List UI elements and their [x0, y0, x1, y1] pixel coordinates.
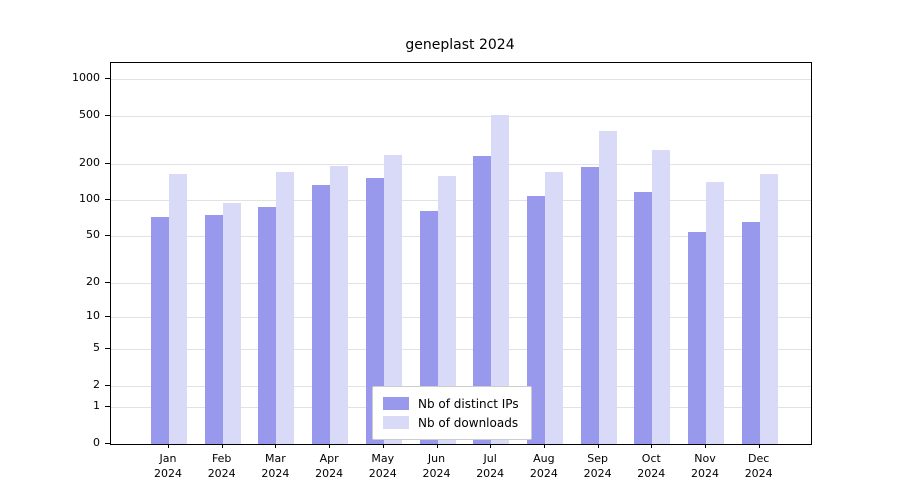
x-tick-label-jul-2024: Jul 2024 — [476, 452, 505, 480]
y-tick-label-0: 0 — [93, 436, 100, 449]
x-tick-mark-jun-2024 — [436, 444, 438, 448]
gridline-100 — [111, 200, 811, 202]
y-tick-label-10: 10 — [86, 309, 100, 323]
x-tick-label-apr-2024: Apr 2024 — [315, 452, 344, 480]
y-tick-label-1: 1 — [93, 399, 100, 413]
bar-nb-of-downloads-may-2024 — [383, 154, 402, 444]
y-tick-mark-1 — [105, 406, 110, 408]
chart-title: geneplast 2024 — [405, 37, 515, 53]
x-tick-mark-may-2024 — [382, 444, 384, 448]
y-tick-mark-5 — [105, 348, 110, 350]
bar-nb-of-downloads-jul-2024 — [491, 115, 510, 444]
y-tick-label-5: 5 — [93, 341, 100, 355]
gridline-1000 — [111, 79, 811, 80]
x-tick-label-nov-2024: Nov 2024 — [691, 452, 719, 480]
gridline-200 — [111, 163, 811, 165]
y-tick-label-1000: 1000 — [72, 71, 100, 84]
x-tick-mark-jan-2024 — [168, 444, 169, 448]
legend-item-distinct-ips: Nb of distinct IPs — [383, 394, 519, 413]
y-tick-label-20: 20 — [86, 275, 100, 289]
legend-item-downloads: Nb of downloads — [383, 413, 519, 432]
legend-swatch-downloads — [383, 416, 409, 429]
x-tick-label-feb-2024: Feb 2024 — [207, 452, 236, 480]
y-tick-label-500: 500 — [79, 107, 100, 121]
bar-nb-of-downloads-dec-2024 — [759, 173, 778, 444]
x-tick-label-jan-2024: Jan 2024 — [154, 452, 182, 480]
x-tick-label-oct-2024: Oct 2024 — [637, 452, 666, 480]
y-tick-mark-100 — [105, 199, 110, 201]
y-tick-mark-500 — [105, 114, 110, 116]
bar-nb-of-distinct-ips-sep-2024 — [580, 166, 599, 444]
y-tick-mark-50 — [105, 235, 110, 237]
x-tick-mark-dec-2024 — [758, 444, 760, 448]
bar-nb-of-downloads-apr-2024 — [330, 166, 349, 444]
y-tick-mark-10 — [105, 316, 110, 318]
bar-nb-of-distinct-ips-jan-2024 — [151, 217, 169, 444]
y-tick-mark-1000 — [105, 78, 110, 79]
bar-nb-of-downloads-jan-2024 — [169, 173, 187, 444]
plot-area — [110, 62, 812, 445]
bar-nb-of-distinct-ips-jun-2024 — [419, 210, 438, 444]
bar-nb-of-distinct-ips-dec-2024 — [741, 221, 760, 444]
bar-nb-of-downloads-aug-2024 — [544, 172, 563, 444]
y-tick-label-50: 50 — [86, 228, 100, 242]
y-tick-label-200: 200 — [79, 155, 100, 169]
bar-nb-of-downloads-feb-2024 — [222, 202, 241, 444]
gridline-50 — [111, 236, 811, 238]
gridline-20 — [111, 283, 811, 285]
bar-nb-of-distinct-ips-jul-2024 — [473, 156, 492, 444]
x-tick-mark-oct-2024 — [651, 444, 653, 448]
x-tick-label-mar-2024: Mar 2024 — [261, 452, 290, 480]
legend-swatch-distinct-ips — [383, 397, 409, 410]
bar-nb-of-downloads-mar-2024 — [276, 171, 295, 444]
x-tick-label-dec-2024: Dec 2024 — [744, 452, 773, 480]
legend-label-downloads: Nb of downloads — [418, 415, 519, 430]
x-tick-label-sep-2024: Sep 2024 — [583, 452, 612, 480]
y-tick-mark-20 — [105, 282, 110, 284]
bar-nb-of-downloads-oct-2024 — [652, 149, 671, 444]
bar-nb-of-distinct-ips-apr-2024 — [312, 184, 331, 444]
bar-nb-of-downloads-jun-2024 — [437, 175, 456, 444]
x-tick-label-jun-2024: Jun 2024 — [422, 452, 451, 480]
y-tick-mark-2 — [105, 385, 110, 386]
bar-nb-of-distinct-ips-feb-2024 — [204, 214, 223, 444]
x-tick-mark-feb-2024 — [221, 444, 223, 448]
bar-nb-of-downloads-nov-2024 — [706, 181, 724, 444]
x-tick-mark-mar-2024 — [275, 444, 277, 448]
bar-nb-of-downloads-sep-2024 — [598, 131, 617, 444]
bar-nb-of-distinct-ips-aug-2024 — [526, 196, 545, 444]
bar-nb-of-distinct-ips-mar-2024 — [258, 206, 277, 444]
bar-nb-of-distinct-ips-may-2024 — [365, 178, 384, 444]
legend-label-distinct-ips: Nb of distinct IPs — [418, 396, 519, 411]
gridline-500 — [111, 115, 811, 117]
x-tick-label-may-2024: May 2024 — [368, 452, 397, 480]
x-tick-mark-jul-2024 — [490, 444, 492, 448]
x-tick-mark-nov-2024 — [705, 444, 706, 448]
y-tick-label-2: 2 — [93, 378, 100, 391]
gridline-5 — [111, 349, 811, 351]
x-tick-mark-aug-2024 — [543, 444, 545, 448]
bar-nb-of-distinct-ips-oct-2024 — [634, 191, 653, 444]
legend: Nb of distinct IPs Nb of downloads — [372, 386, 532, 440]
x-tick-mark-sep-2024 — [597, 444, 599, 448]
x-tick-mark-apr-2024 — [329, 444, 331, 448]
y-tick-mark-200 — [105, 162, 110, 164]
bar-nb-of-distinct-ips-nov-2024 — [688, 232, 706, 444]
y-tick-label-100: 100 — [79, 192, 100, 206]
x-tick-label-aug-2024: Aug 2024 — [529, 452, 558, 480]
gridline-10 — [111, 317, 811, 319]
y-tick-mark-0 — [105, 443, 110, 444]
